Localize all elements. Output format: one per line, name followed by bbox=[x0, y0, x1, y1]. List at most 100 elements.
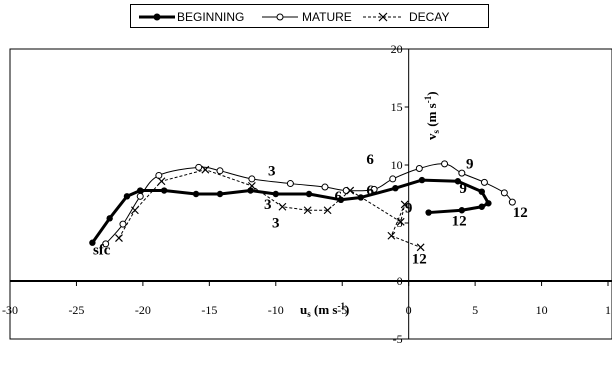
axis-label-part: (m s bbox=[311, 302, 338, 317]
legend: BEGINNING MATURE DECAY bbox=[130, 4, 489, 28]
point-decay bbox=[346, 186, 355, 195]
legend-label-decay: DECAY bbox=[409, 10, 450, 24]
point-mature bbox=[508, 198, 516, 206]
y-tick-label: 0 bbox=[397, 274, 403, 288]
x-tick-label: -10 bbox=[268, 303, 284, 317]
height-annotation: 12 bbox=[412, 252, 427, 268]
series-line-mature bbox=[105, 163, 513, 245]
point-decay bbox=[323, 206, 332, 215]
series-group bbox=[89, 160, 516, 252]
height-annotation: 6 bbox=[334, 189, 342, 205]
axis-label-part: s bbox=[307, 309, 311, 319]
x-tick-label: -30 bbox=[2, 303, 18, 317]
point-decay bbox=[416, 243, 425, 252]
point-mature bbox=[415, 164, 423, 172]
point-decay bbox=[247, 181, 256, 190]
point-beginning bbox=[247, 187, 254, 194]
x-tick-label: 10 bbox=[536, 303, 548, 317]
x-tick-label: -20 bbox=[135, 303, 151, 317]
point-beginning bbox=[89, 239, 96, 246]
point-mature bbox=[370, 185, 378, 193]
legend-label-beginning: BEGINNING bbox=[177, 10, 245, 24]
point-mature bbox=[321, 183, 329, 191]
point-beginning bbox=[137, 187, 144, 194]
point-beginning bbox=[160, 187, 168, 194]
axis-label-part: -1 bbox=[423, 95, 433, 103]
point-mature bbox=[216, 167, 224, 175]
axis-label-part: (m s bbox=[424, 103, 439, 130]
height-annotation: 12 bbox=[513, 205, 528, 221]
x-tick-label: -5 bbox=[337, 303, 347, 317]
point-mature bbox=[102, 240, 110, 248]
point-mature bbox=[389, 175, 397, 183]
y-tick-label: 10 bbox=[391, 158, 403, 172]
legend-swatch-mature bbox=[262, 13, 298, 21]
point-beginning bbox=[478, 188, 485, 195]
axis-label-part: ) bbox=[424, 91, 439, 95]
point-beginning bbox=[392, 185, 399, 192]
legend-item-decay: DECAY bbox=[361, 9, 449, 25]
point-mature bbox=[155, 171, 163, 179]
x-tick-label: 0 bbox=[406, 303, 412, 317]
y-axis-label: vs (m s-1) bbox=[423, 91, 441, 140]
point-beginning bbox=[337, 196, 345, 203]
point-beginning bbox=[192, 190, 200, 198]
point-mature bbox=[458, 169, 466, 177]
point-beginning bbox=[478, 203, 485, 210]
height-annotation: 9 bbox=[466, 156, 474, 172]
axis-label-part: s bbox=[431, 130, 441, 134]
point-mature bbox=[286, 180, 294, 188]
legend-label-mature: MATURE bbox=[302, 10, 352, 24]
point-mature bbox=[500, 189, 508, 197]
point-decay bbox=[400, 200, 409, 209]
y-tick-label: 15 bbox=[391, 100, 403, 114]
point-mature bbox=[136, 192, 144, 200]
point-decay bbox=[303, 206, 312, 215]
axis-label-part: u bbox=[300, 302, 307, 317]
point-mature bbox=[342, 187, 350, 195]
axis-label-part: ) bbox=[345, 302, 349, 317]
legend-swatch-decay bbox=[363, 12, 403, 22]
point-decay bbox=[130, 206, 139, 215]
legend-swatch-beginning bbox=[139, 13, 175, 21]
point-beginning bbox=[454, 178, 462, 185]
x-tick-label: 5 bbox=[472, 303, 478, 317]
point-decay bbox=[387, 231, 396, 240]
point-beginning bbox=[485, 200, 492, 207]
point-mature bbox=[119, 220, 127, 228]
height-annotation: 3 bbox=[268, 163, 276, 179]
point-beginning bbox=[418, 176, 426, 184]
point-beginning bbox=[305, 190, 313, 198]
height-annotation: 6 bbox=[366, 152, 374, 168]
y-tick-label: -5 bbox=[393, 332, 403, 346]
point-beginning bbox=[123, 193, 131, 200]
height-annotation: sfc bbox=[93, 242, 111, 258]
x-tick-label: -25 bbox=[68, 303, 84, 317]
point-mature bbox=[195, 163, 203, 171]
x-tick-label: 1 bbox=[605, 303, 611, 317]
point-beginning bbox=[272, 190, 279, 198]
point-mature bbox=[480, 178, 488, 186]
axis-label-part: -1 bbox=[337, 301, 345, 311]
height-annotation: 9 bbox=[405, 201, 413, 217]
axis-label-part: v bbox=[424, 133, 439, 140]
point-beginning bbox=[106, 215, 113, 222]
height-annotation: 3 bbox=[272, 216, 280, 232]
x-tick-label: -15 bbox=[201, 303, 217, 317]
legend-item-mature: MATURE bbox=[260, 9, 352, 25]
y-tick-label: 20 bbox=[391, 42, 403, 56]
point-decay bbox=[157, 177, 166, 186]
height-annotation: 6 bbox=[366, 183, 374, 199]
height-annotation: 9 bbox=[459, 181, 467, 197]
point-decay bbox=[396, 217, 405, 226]
point-mature bbox=[441, 160, 449, 168]
height-annotation: 3 bbox=[264, 197, 272, 213]
plot-area bbox=[9, 48, 612, 340]
x-axis-label: us (m s-1) bbox=[300, 301, 349, 319]
height-annotation: 12 bbox=[452, 213, 467, 229]
point-mature bbox=[248, 175, 256, 183]
point-beginning bbox=[458, 207, 466, 214]
point-decay bbox=[201, 165, 210, 174]
